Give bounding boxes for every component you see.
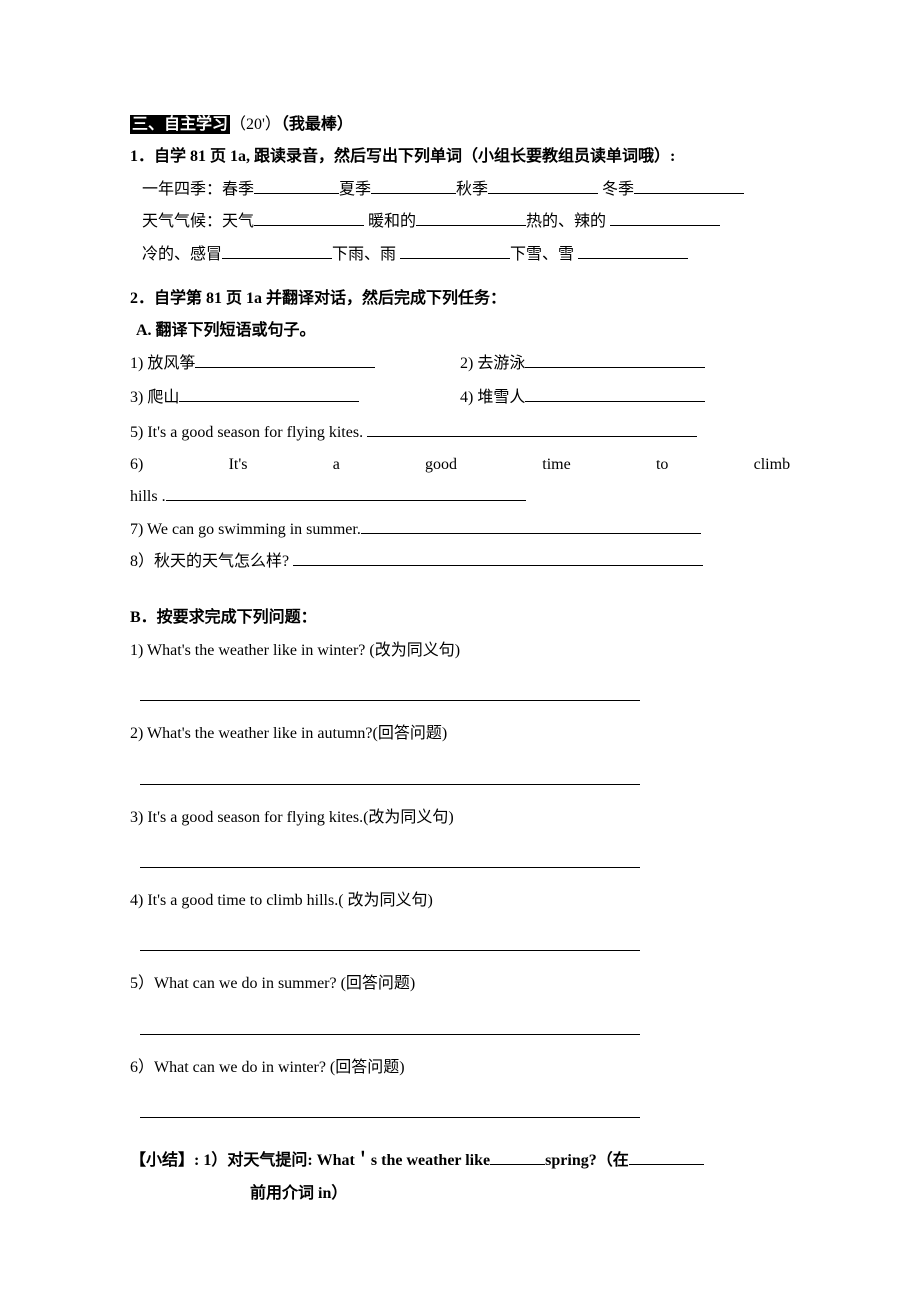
q1-text: 自学 81 页 1a, 跟读录音，然后写出下列单词（小组长要教组员读单词哦）: bbox=[154, 148, 675, 165]
blank[interactable] bbox=[488, 177, 598, 194]
q2-a6-w3: good bbox=[425, 456, 457, 473]
b4-answer[interactable] bbox=[140, 934, 640, 951]
q2-a2: 2) 去游泳 bbox=[460, 349, 790, 379]
q1-l1-c: 秋季 bbox=[456, 181, 488, 198]
blank[interactable] bbox=[634, 177, 744, 194]
blank[interactable] bbox=[195, 351, 375, 368]
q2-a4: 4) 堆雪人 bbox=[460, 383, 790, 413]
b2-answer[interactable] bbox=[140, 768, 640, 785]
blank[interactable] bbox=[293, 549, 703, 566]
blank[interactable] bbox=[166, 484, 526, 501]
blank[interactable] bbox=[400, 242, 510, 259]
summary-mid: spring?（在 bbox=[545, 1152, 629, 1169]
q2-a6-w2: a bbox=[333, 456, 340, 473]
section-label: 三、自主学习 bbox=[130, 115, 230, 134]
summary-line1: 【小结】: 1）对天气提问: What＇s the weather like sp… bbox=[130, 1146, 790, 1176]
blank[interactable] bbox=[361, 517, 701, 534]
q2-a6-l2-text: hills . bbox=[130, 488, 166, 505]
q1-l2-b: 暖和的 bbox=[368, 213, 416, 230]
q2-a6-line1: 6) It's a good time to climb bbox=[130, 450, 790, 480]
blank[interactable] bbox=[179, 385, 359, 402]
b4: 4) It's a good time to climb hills.( 改为同… bbox=[130, 886, 790, 916]
q2-partA-label: A. 翻译下列短语或句子。 bbox=[130, 316, 790, 346]
blank[interactable] bbox=[222, 242, 332, 259]
q2-a6-pre: 6) bbox=[130, 456, 143, 473]
blank[interactable] bbox=[525, 385, 705, 402]
b5-answer[interactable] bbox=[140, 1018, 640, 1035]
q1-line1: 一年四季：春季 夏季 秋季 冬季 bbox=[130, 175, 790, 205]
b6-answer[interactable] bbox=[140, 1101, 640, 1118]
q2-a4-text: 4) 堆雪人 bbox=[460, 389, 525, 406]
blank[interactable] bbox=[490, 1148, 545, 1165]
q2-row1: 1) 放风筝 2) 去游泳 bbox=[130, 349, 790, 379]
blank[interactable] bbox=[254, 209, 364, 226]
b2: 2) What's the weather like in autumn?(回答… bbox=[130, 719, 790, 749]
q1-l3-b: 下雨、雨 bbox=[332, 246, 396, 263]
q2-a2-text: 2) 去游泳 bbox=[460, 355, 525, 372]
q1-l1-d: 冬季 bbox=[602, 181, 634, 198]
q1-title: 1．自学 81 页 1a, 跟读录音，然后写出下列单词（小组长要教组员读单词哦）… bbox=[130, 142, 790, 172]
blank[interactable] bbox=[254, 177, 339, 194]
q2-a8-text: 8）秋天的天气怎么样? bbox=[130, 553, 289, 570]
q2-title: 2．自学第 81 页 1a 并翻译对话，然后完成下列任务： bbox=[130, 284, 790, 314]
b1: 1) What's the weather like in winter? (改… bbox=[130, 636, 790, 666]
q2-a3: 3) 爬山 bbox=[130, 383, 460, 413]
q1-l1-b: 夏季 bbox=[339, 181, 371, 198]
q2-a8: 8）秋天的天气怎么样? bbox=[130, 547, 790, 577]
q2-a7-text: 7) We can go swimming in summer. bbox=[130, 521, 361, 538]
q1-l1-lead: 一年四季：春季 bbox=[142, 181, 254, 198]
q2-a6-w4: time bbox=[542, 456, 570, 473]
b5: 5）What can we do in summer? (回答问题) bbox=[130, 969, 790, 999]
q2-a6-w6: climb bbox=[754, 456, 790, 473]
b3-answer[interactable] bbox=[140, 851, 640, 868]
q2-a3-text: 3) 爬山 bbox=[130, 389, 179, 406]
summary-line2: 前用介词 in） bbox=[130, 1179, 790, 1209]
q2-num: 2． bbox=[130, 290, 154, 307]
blank[interactable] bbox=[525, 351, 705, 368]
q2-row2: 3) 爬山 4) 堆雪人 bbox=[130, 383, 790, 413]
q2-text: 自学第 81 页 1a 并翻译对话，然后完成下列任务： bbox=[154, 290, 506, 307]
q2-a5-text: 5) It's a good season for flying kites. bbox=[130, 424, 363, 441]
section-sub: （我最棒） bbox=[281, 116, 353, 133]
q2-a6-w5: to bbox=[656, 456, 668, 473]
blank[interactable] bbox=[416, 209, 526, 226]
blank[interactable] bbox=[629, 1148, 704, 1165]
blank[interactable] bbox=[578, 242, 688, 259]
b3: 3) It's a good season for flying kites.(… bbox=[130, 803, 790, 833]
partB-label: B．按要求完成下列问题： bbox=[130, 603, 790, 633]
blank[interactable] bbox=[367, 420, 697, 437]
q1-line2: 天气气候：天气 暖和的 热的、辣的 bbox=[130, 207, 790, 237]
q1-l3-a: 冷的、感冒 bbox=[142, 246, 222, 263]
worksheet-page: 三、自主学习（20'）（我最棒） 1．自学 81 页 1a, 跟读录音，然后写出… bbox=[0, 0, 920, 1302]
b6: 6）What can we do in winter? (回答问题) bbox=[130, 1053, 790, 1083]
q1-l2-c: 热的、辣的 bbox=[526, 213, 606, 230]
q2-a6-line2: hills . bbox=[130, 482, 790, 512]
blank[interactable] bbox=[610, 209, 720, 226]
q1-num: 1． bbox=[130, 148, 154, 165]
q2-a5: 5) It's a good season for flying kites. bbox=[130, 418, 790, 448]
q1-l2-lead: 天气气候：天气 bbox=[142, 213, 254, 230]
q2-a1: 1) 放风筝 bbox=[130, 349, 460, 379]
b1-answer[interactable] bbox=[140, 684, 640, 701]
q1-line3: 冷的、感冒 下雨、雨 下雪、雪 bbox=[130, 240, 790, 270]
q2-a7: 7) We can go swimming in summer. bbox=[130, 515, 790, 545]
section-points: （20'） bbox=[230, 116, 281, 133]
blank[interactable] bbox=[371, 177, 456, 194]
section-header: 三、自主学习（20'）（我最棒） bbox=[130, 110, 790, 140]
q1-l3-c: 下雪、雪 bbox=[510, 246, 574, 263]
q2-a6-w1: It's bbox=[229, 456, 248, 473]
q2-a1-text: 1) 放风筝 bbox=[130, 355, 195, 372]
summary-lead: 【小结】: 1）对天气提问: What＇s the weather like bbox=[130, 1152, 490, 1169]
